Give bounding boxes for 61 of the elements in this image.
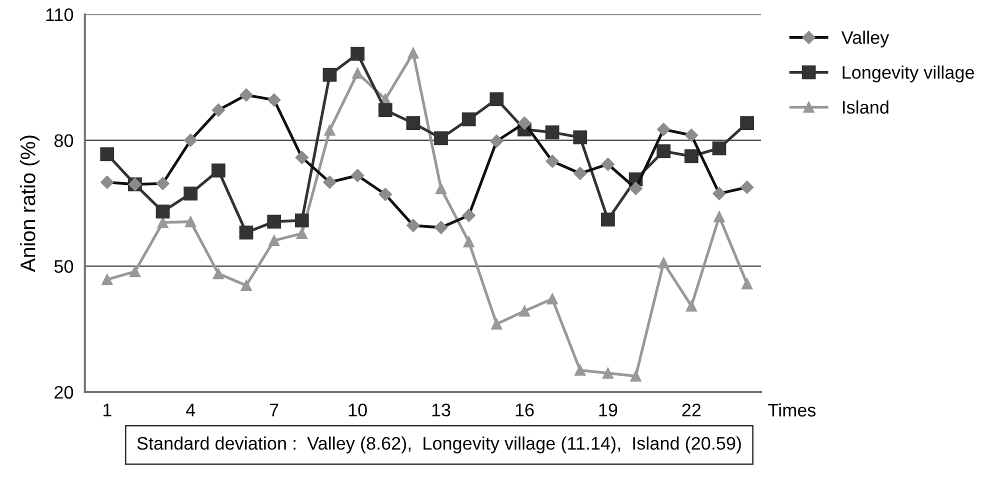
point: [185, 216, 196, 228]
point: [129, 266, 141, 278]
x-tick-label: 19: [599, 404, 618, 416]
point: [268, 235, 280, 246]
point: [408, 47, 419, 59]
point: [350, 46, 364, 61]
point: [212, 268, 224, 280]
point: [324, 124, 336, 136]
point: [573, 130, 588, 144]
point: [100, 147, 114, 162]
point: [740, 116, 754, 130]
y-axis-title: Anion ratio (%): [20, 136, 40, 272]
point: [435, 182, 447, 194]
point: [102, 274, 113, 286]
point: [463, 236, 474, 248]
legend-label: Longevity village: [842, 66, 974, 82]
y-tick-label: 110: [46, 8, 74, 22]
point: [601, 212, 615, 227]
point: [545, 125, 560, 140]
point: [742, 278, 753, 290]
point: [656, 144, 671, 158]
point: [352, 68, 364, 79]
point: [686, 300, 697, 312]
y-tick-label: 50: [54, 260, 74, 273]
point: [239, 226, 254, 240]
point: [462, 112, 476, 126]
point: [712, 141, 726, 156]
point: [434, 131, 448, 146]
x-tick-label: 1: [103, 404, 112, 416]
point: [156, 204, 170, 219]
point: [211, 164, 226, 178]
point: [490, 92, 504, 106]
point: [546, 293, 558, 304]
point: [684, 149, 698, 164]
y-tick-label: 80: [54, 134, 74, 148]
x-tick-label: 22: [682, 404, 701, 416]
point: [267, 214, 282, 229]
point: [240, 280, 252, 292]
point: [184, 186, 198, 201]
point: [574, 364, 586, 376]
point: [630, 370, 642, 382]
point: [602, 368, 614, 379]
legend-label: Island: [842, 100, 888, 114]
x-tick-label: 10: [348, 404, 367, 416]
point: [714, 211, 725, 222]
point: [294, 213, 309, 228]
point: [378, 103, 392, 118]
y-tick-label: 20: [54, 386, 74, 399]
text: Standard deviation : Valley (8.62), Longevity village (11.14), Island (20.59): [137, 436, 741, 454]
point: [296, 228, 308, 239]
x-axis-title: Times: [768, 403, 816, 417]
point: [491, 318, 502, 330]
x-tick-label: 16: [516, 404, 534, 416]
x-tick-label: 13: [432, 404, 450, 416]
point: [518, 305, 530, 317]
point: [322, 68, 337, 82]
x-tick-label: 4: [186, 404, 196, 416]
point: [406, 116, 420, 130]
legend-label: Valley: [841, 30, 890, 48]
x-tick-label: 7: [270, 404, 278, 416]
point: [658, 257, 670, 268]
